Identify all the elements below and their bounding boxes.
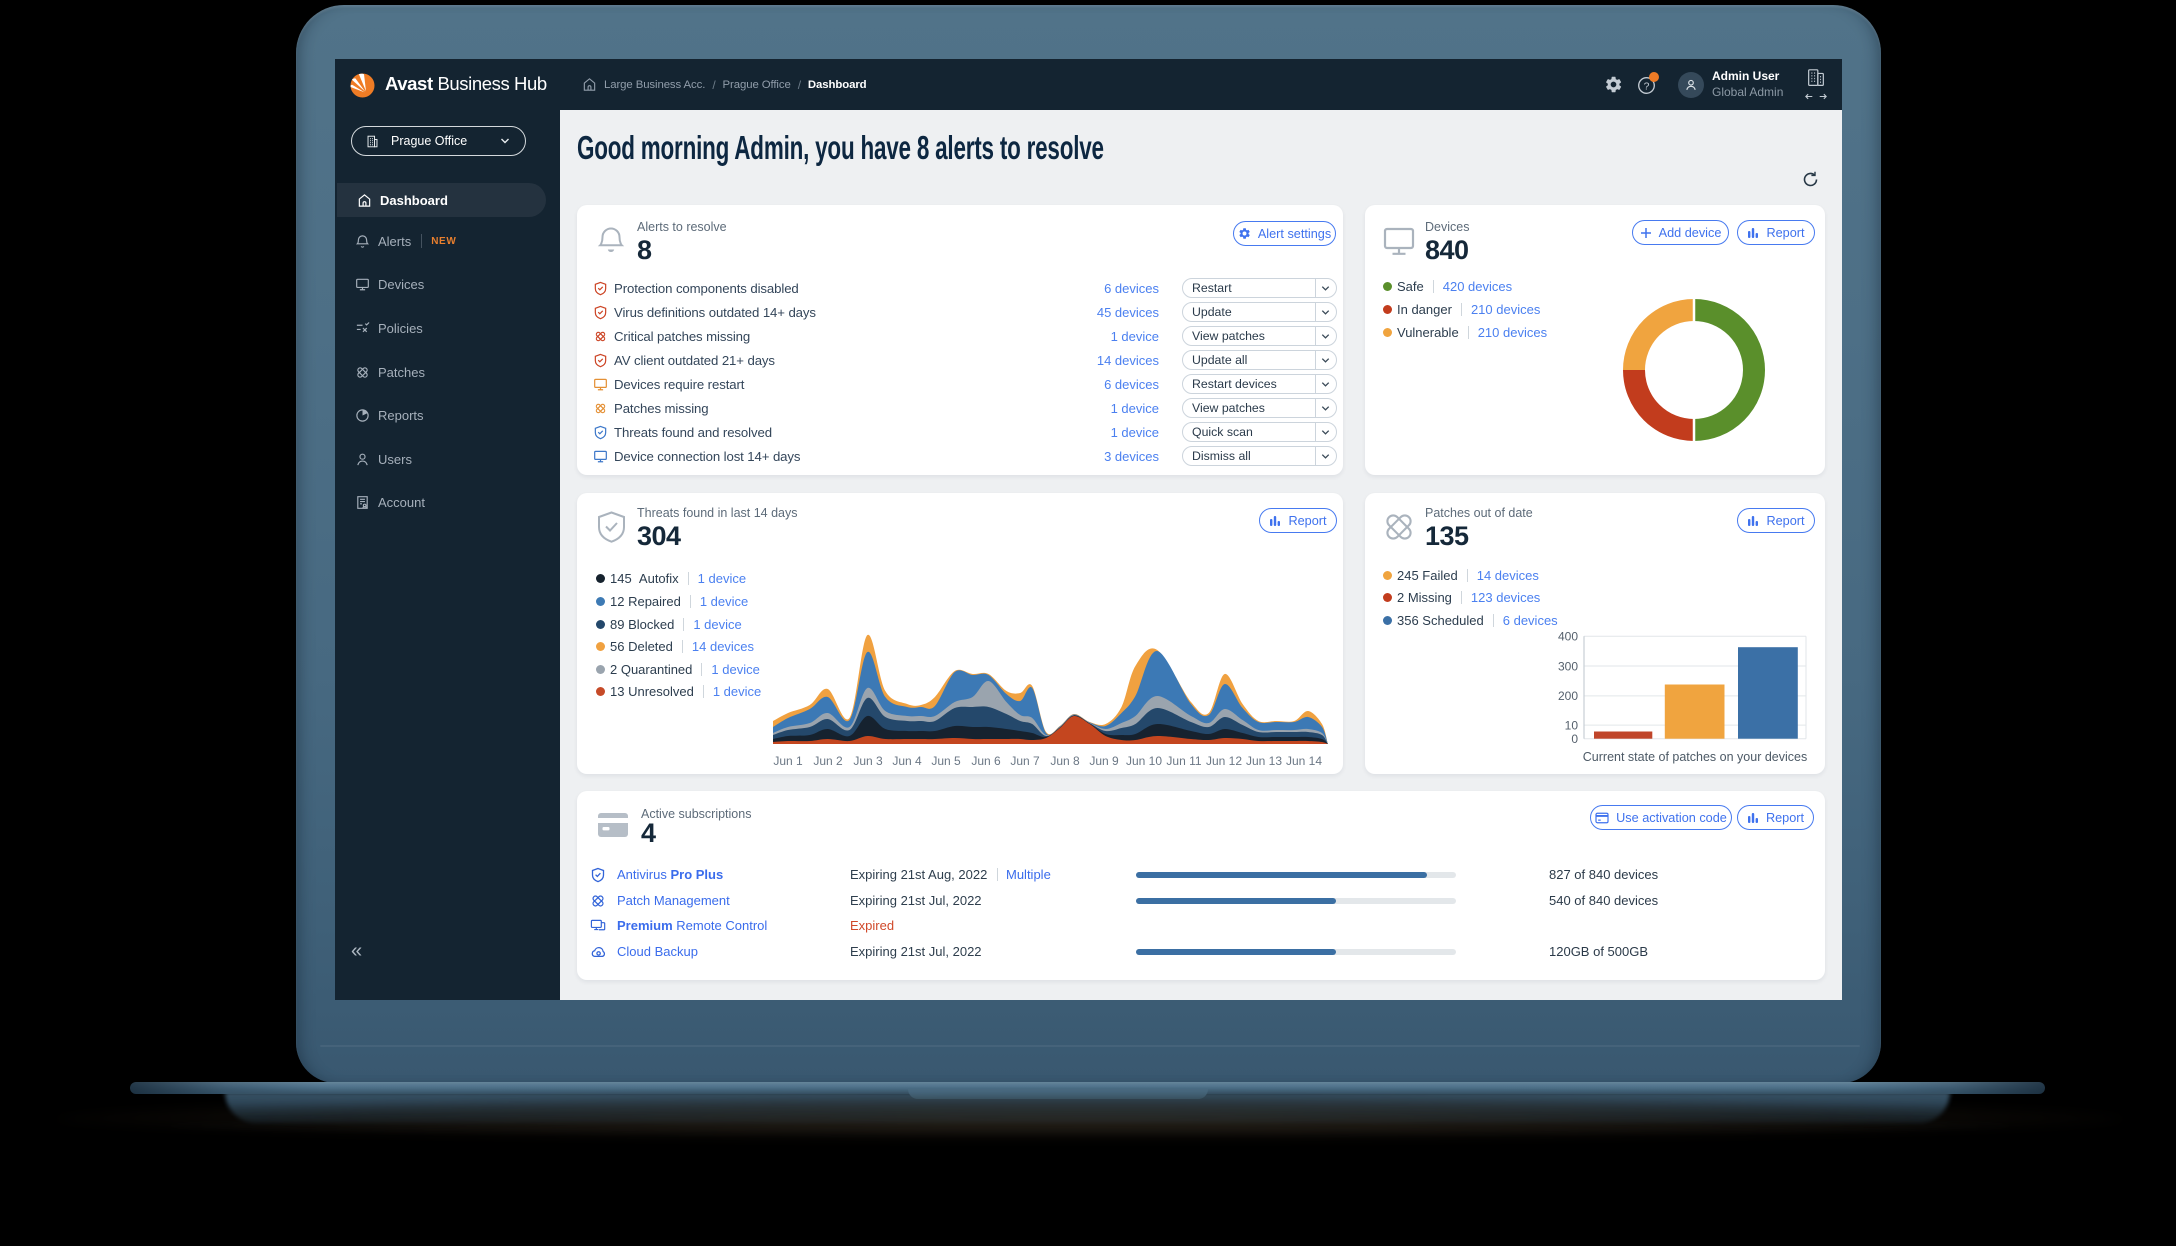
svg-text:400: 400	[1558, 630, 1578, 644]
svg-text:10: 10	[1565, 718, 1579, 732]
svg-text:?: ?	[1644, 81, 1650, 92]
svg-text:0: 0	[1571, 732, 1578, 743]
svg-text:200: 200	[1558, 689, 1578, 703]
svg-text:300: 300	[1558, 659, 1578, 673]
